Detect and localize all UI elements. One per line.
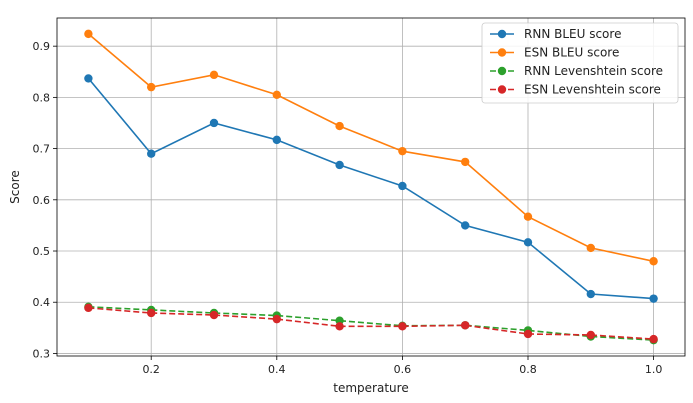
data-point bbox=[461, 321, 470, 330]
legend-box bbox=[481, 22, 679, 104]
data-point bbox=[84, 74, 93, 83]
series-0 bbox=[84, 74, 658, 303]
legend-label: RNN BLEU score bbox=[524, 27, 621, 41]
y-axis-label: Score bbox=[8, 170, 22, 204]
legend-label: ESN Levenshtein score bbox=[524, 83, 661, 97]
x-tick-label: 1.0 bbox=[645, 363, 663, 376]
x-tick-label: 0.8 bbox=[519, 363, 537, 376]
series-line bbox=[87, 33, 654, 263]
x-axis-label: temperature bbox=[333, 381, 408, 395]
x-tick-label: 0.6 bbox=[394, 363, 412, 376]
data-point bbox=[523, 238, 533, 247]
series-line bbox=[88, 307, 654, 340]
data-point bbox=[398, 322, 407, 331]
data-point bbox=[649, 294, 658, 303]
y-tick-label: 0.4 bbox=[33, 296, 51, 309]
data-point bbox=[147, 149, 156, 158]
legend-marker bbox=[497, 48, 507, 57]
axes: 0.2 0.4 0.6 0.8 1.0 0.3 0.4 0.5 0.6 0.7 0.8 0.9 bbox=[33, 17, 686, 376]
data-point bbox=[335, 121, 344, 131]
y-tick-label: 0.9 bbox=[33, 40, 51, 53]
series-2 bbox=[84, 302, 658, 345]
data-point bbox=[398, 181, 407, 191]
legend-item: RNN Levenshtein score bbox=[490, 64, 663, 78]
data-point bbox=[586, 330, 595, 340]
series-1 bbox=[84, 29, 658, 266]
series-line bbox=[88, 306, 654, 341]
data-point bbox=[398, 146, 407, 156]
y-tick-label: 0.5 bbox=[33, 245, 51, 258]
data-point bbox=[523, 329, 533, 339]
data-point bbox=[209, 118, 219, 128]
x-tick-label: 0.2 bbox=[142, 363, 160, 376]
data-point bbox=[649, 334, 658, 344]
y-tick-label: 0.6 bbox=[33, 194, 51, 207]
data-point bbox=[523, 212, 533, 221]
y-tick-label: 0.7 bbox=[33, 143, 51, 156]
data-point bbox=[209, 310, 219, 320]
legend-item: ESN Levenshtein score bbox=[490, 83, 661, 97]
legend-label: RNN Levenshtein score bbox=[524, 64, 663, 78]
data-point bbox=[586, 243, 595, 253]
legend-item: ESN BLEU score bbox=[490, 46, 619, 60]
data-point bbox=[272, 314, 281, 324]
plot-frame bbox=[56, 17, 686, 357]
data-point bbox=[335, 160, 344, 170]
series-line bbox=[87, 77, 654, 300]
data-point bbox=[461, 157, 470, 167]
data-point bbox=[272, 135, 281, 145]
legend-marker bbox=[497, 66, 507, 76]
series-layer bbox=[84, 29, 658, 345]
legend-label: ESN BLEU score bbox=[524, 46, 619, 60]
data-point bbox=[335, 322, 344, 331]
data-point bbox=[272, 90, 281, 100]
data-point bbox=[84, 29, 93, 39]
y-tick-label: 0.3 bbox=[33, 347, 51, 360]
data-point bbox=[84, 303, 93, 313]
legend: RNN BLEU score ESN BLEU score RNN Levensht… bbox=[481, 22, 679, 104]
grid bbox=[57, 18, 685, 356]
legend-item: RNN BLEU score bbox=[490, 27, 621, 41]
y-tick-label: 0.8 bbox=[33, 91, 51, 104]
data-point bbox=[586, 289, 595, 299]
data-point bbox=[209, 70, 219, 80]
data-point bbox=[147, 82, 156, 92]
legend-marker bbox=[497, 85, 507, 94]
data-point bbox=[147, 308, 156, 318]
x-tick-label: 0.4 bbox=[268, 363, 286, 376]
series-3 bbox=[84, 303, 658, 344]
data-point bbox=[649, 257, 658, 266]
data-point bbox=[461, 221, 470, 230]
legend-marker bbox=[497, 29, 507, 39]
